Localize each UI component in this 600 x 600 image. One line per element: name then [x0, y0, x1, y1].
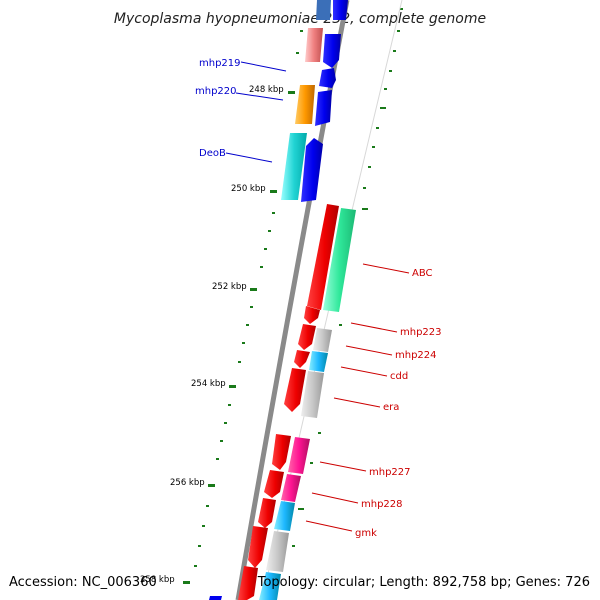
gene-label-mhp228: mhp228 — [361, 499, 403, 510]
leader-line — [305, 520, 353, 532]
gene-arrow — [315, 90, 332, 126]
tick-label: 248 kbp — [249, 85, 284, 95]
gene-arrow — [333, 0, 348, 20]
right-gene-labels: ABC mhp223 mhp224 cdd era mhp227 mhp228 … — [305, 263, 442, 539]
gene-block — [309, 351, 328, 372]
leader-line — [340, 366, 388, 377]
leader-line — [319, 461, 367, 472]
tick-label: 254 kbp — [191, 379, 226, 389]
gene-block — [305, 28, 323, 62]
gene-block — [313, 328, 332, 352]
gene-arrow — [294, 350, 310, 368]
gene-block — [209, 596, 222, 600]
leader-line — [225, 152, 273, 163]
gene-label-mhp220: mhp220 — [195, 86, 237, 97]
leader-line — [235, 92, 284, 101]
gene-block — [281, 474, 301, 502]
forward-strand-features — [238, 0, 348, 600]
gene-label-era: era — [383, 402, 399, 413]
gene-label-cdd: cdd — [390, 371, 408, 382]
leader-line — [333, 397, 381, 408]
gene-block — [295, 85, 315, 124]
tick-label: 250 kbp — [231, 184, 266, 194]
gene-arrow — [258, 498, 276, 528]
leader-line — [345, 345, 393, 356]
gene-block — [274, 501, 295, 531]
map-title: Mycoplasma hyopneumoniae 232, complete g… — [114, 11, 486, 27]
gene-label-mhp223: mhp223 — [400, 327, 442, 338]
leader-line — [240, 61, 287, 72]
gene-arrow — [301, 138, 323, 202]
gene-arrow — [272, 434, 291, 470]
gene-label-mhp224: mhp224 — [395, 350, 437, 361]
scale-ticks — [183, 91, 295, 584]
gene-arrow — [307, 204, 339, 310]
tick-label: 256 kbp — [170, 478, 205, 488]
gene-arrow — [248, 526, 268, 568]
tick-label: 258 kbp — [140, 575, 175, 585]
gene-block — [316, 0, 331, 20]
gene-label-mhp227: mhp227 — [369, 467, 411, 478]
gene-block — [266, 531, 289, 572]
gene-arrow — [264, 470, 284, 498]
leader-line — [362, 263, 410, 274]
gene-arrow — [319, 68, 336, 88]
feature-markers — [292, 208, 368, 547]
tick-label: 252 kbp — [212, 282, 247, 292]
gene-block — [301, 371, 324, 418]
gene-arrow — [284, 368, 306, 412]
gene-arrow — [238, 566, 258, 600]
tick-labels: 248 kbp 250 kbp 252 kbp 254 kbp 256 kbp … — [140, 85, 284, 585]
gene-arrow — [298, 324, 316, 350]
gene-block — [281, 133, 307, 200]
gene-label-gmk: gmk — [355, 528, 377, 539]
gene-label-mhp219: mhp219 — [199, 58, 241, 69]
gene-block — [259, 572, 281, 600]
gene-block — [288, 437, 310, 474]
leader-line — [350, 322, 398, 333]
left-gene-labels: mhp219 mhp220 DeoB — [195, 58, 287, 163]
scale-dots — [194, 30, 303, 567]
gene-label-abc: ABC — [412, 268, 433, 279]
leader-line — [311, 492, 359, 504]
outer-dotted-ring — [363, 8, 403, 189]
gene-arrow — [323, 34, 341, 68]
genome-info-text: Topology: circular; Length: 892,758 bp; … — [257, 575, 590, 590]
reverse-strand-features — [209, 0, 356, 600]
gene-label-deob: DeoB — [199, 148, 226, 159]
gene-block — [323, 208, 356, 312]
accession-text: Accession: NC_006360 — [9, 575, 157, 590]
gene-arrow — [304, 306, 320, 324]
